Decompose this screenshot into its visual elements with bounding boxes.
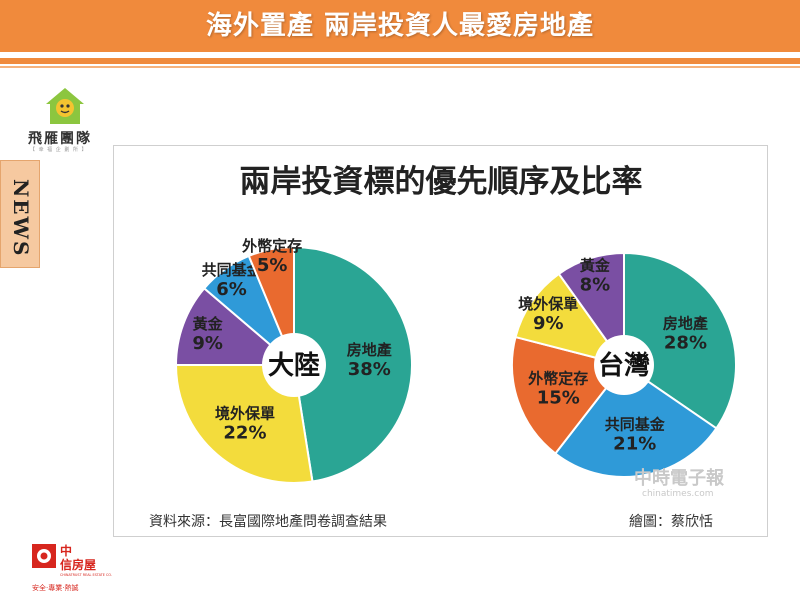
pie-slice-1-0: [623, 251, 737, 430]
slice-value-1-1: 21%: [613, 434, 656, 455]
pie-charts: 兩岸投資標的優先順序及比率 房地產38%境外保單22%黃金9%共同基金6%外幣定…: [149, 164, 737, 530]
header-bar: [0, 0, 800, 52]
slice-label-1-0: 房地產: [663, 315, 708, 333]
feiyan-brand-tagline: 【 幸 福 企 劃 所 】: [30, 147, 88, 153]
pie-center-1: [594, 335, 654, 395]
slice-value-1-0: 28%: [664, 333, 707, 354]
slice-value-1-4: 8%: [580, 274, 611, 295]
slice-label-1-1: 共同基金: [605, 416, 666, 434]
slice-label-1-3: 境外保單: [518, 295, 578, 313]
pie-slice-1-4: [557, 251, 625, 369]
graphic-credit: 繪圖：蔡欣恬: [629, 513, 713, 530]
pie-slice-0-1: [174, 364, 314, 484]
header-divider: [0, 58, 800, 64]
source-note: 資料來源：長富國際地產問卷調查結果: [149, 513, 387, 530]
pie-slice-1-1: [553, 363, 718, 478]
pie-slice-1-3: [514, 272, 627, 367]
slice-value-1-3: 9%: [533, 313, 564, 334]
news-tab: NEWS: [0, 160, 40, 268]
chinatrust-name: 信房屋: [60, 557, 96, 572]
chinatrust-realty-logo: 中 信房屋 CHINATRUST REAL ESTATE CO. 安全‧專業‧熱…: [32, 543, 112, 592]
infographic-panel: 兩岸投資標的優先順序及比率 房地產 38% 境外保單 22% 黃金 9% 共同基金 6% 外幣定…: [113, 145, 768, 537]
watermark-en: chinatimes.com: [642, 489, 713, 499]
slice-value-0-3: 6%: [216, 279, 247, 300]
slice-label-0-2: 黃金: [193, 315, 224, 333]
feiyan-brand-name: 飛雁團隊: [28, 131, 92, 147]
infographic-title: 兩岸投資標的優先順序及比率: [240, 164, 643, 200]
chinatrust-english: CHINATRUST REAL ESTATE CO.: [60, 573, 112, 577]
chinatrust-slogan: 安全‧專業‧熱誠: [32, 583, 78, 592]
slice-label-0-4: 外幣定存: [241, 237, 302, 255]
news-label: NEWS: [9, 179, 33, 258]
slice-value-0-1: 22%: [223, 422, 266, 443]
watermark-cn: 中時電子報: [634, 467, 725, 489]
slice-label-0-0: 房地產: [347, 341, 392, 359]
pie-slice-0-2: [174, 286, 297, 366]
slice-value-0-4: 5%: [257, 255, 288, 276]
slice-label-1-2: 外幣定存: [527, 369, 588, 387]
slice-value-1-2: 15%: [537, 387, 580, 408]
slice-label-0-3: 共同基金: [202, 261, 263, 279]
slice-value-0-0: 38%: [348, 359, 391, 380]
pie-slice-0-0: [293, 245, 413, 483]
feiyan-logo-icon: [46, 88, 84, 124]
slice-label-1-4: 黃金: [580, 256, 611, 274]
page-title: 海外置產 兩岸投資人最愛房地產: [205, 11, 595, 41]
pie-center-label-0: 大陸: [268, 351, 320, 381]
pie-center-label-1: 台灣: [598, 350, 650, 381]
header-divider-thin: [0, 66, 800, 68]
chinatrust-name-top: 中: [60, 543, 72, 558]
slice-value-0-2: 9%: [192, 333, 223, 354]
pie-center-0: [262, 333, 326, 397]
slice-label-0-1: 境外保單: [215, 404, 275, 422]
